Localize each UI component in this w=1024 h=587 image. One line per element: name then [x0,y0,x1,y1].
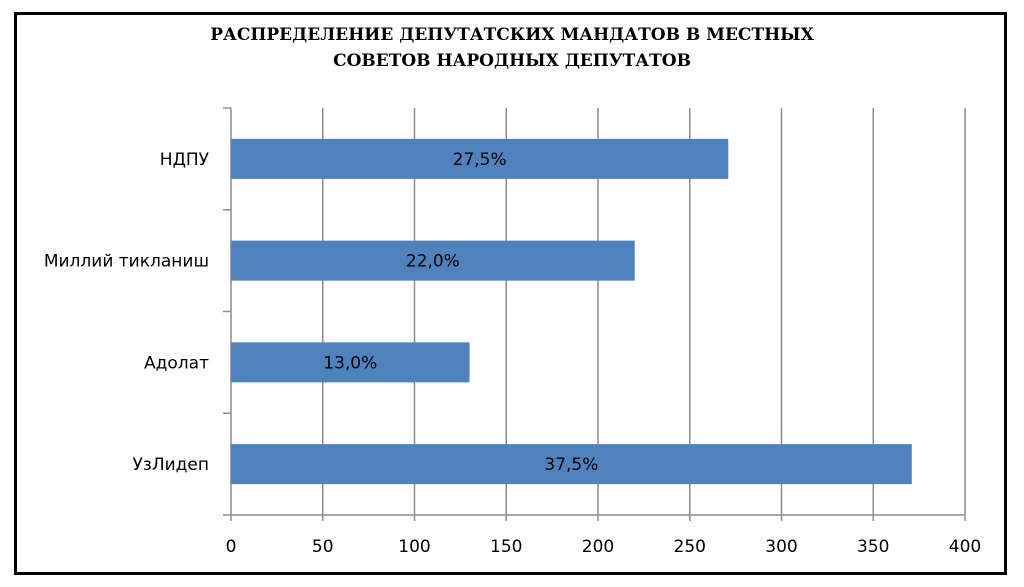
category-label: НДПУ [160,150,210,170]
data-label: 22,0% [406,252,460,272]
bar [231,444,912,485]
data-label: 37,5% [544,455,598,475]
chart-title-line-2: СОВЕТОВ НАРОДНЫХ ДЕПУТАТОВ [333,51,691,71]
x-tick-label: 350 [857,537,889,557]
data-label: 27,5% [453,150,507,170]
x-tick-label: 100 [398,537,430,557]
category-label: УзЛидеп [132,455,209,475]
x-tick-label: 400 [949,537,981,557]
x-tick-label: 200 [582,537,614,557]
x-tick-label: 150 [490,537,522,557]
bar [231,342,470,383]
category-label: Миллий тикланиш [44,252,209,272]
bar [231,240,635,281]
chart-title-line-1: РАСПРЕДЕЛЕНИЕ ДЕПУТАТСКИХ МАНДАТОВ В МЕС… [210,25,814,45]
data-label: 13,0% [323,353,377,373]
chart-title: РАСПРЕДЕЛЕНИЕ ДЕПУТАТСКИХ МАНДАТОВ В МЕС… [0,22,1024,74]
x-tick-label: 300 [765,537,797,557]
bar [231,138,729,179]
category-label: Адолат [144,353,209,373]
x-tick-label: 0 [226,537,237,557]
x-tick-label: 250 [674,537,706,557]
x-tick-label: 50 [312,537,334,557]
